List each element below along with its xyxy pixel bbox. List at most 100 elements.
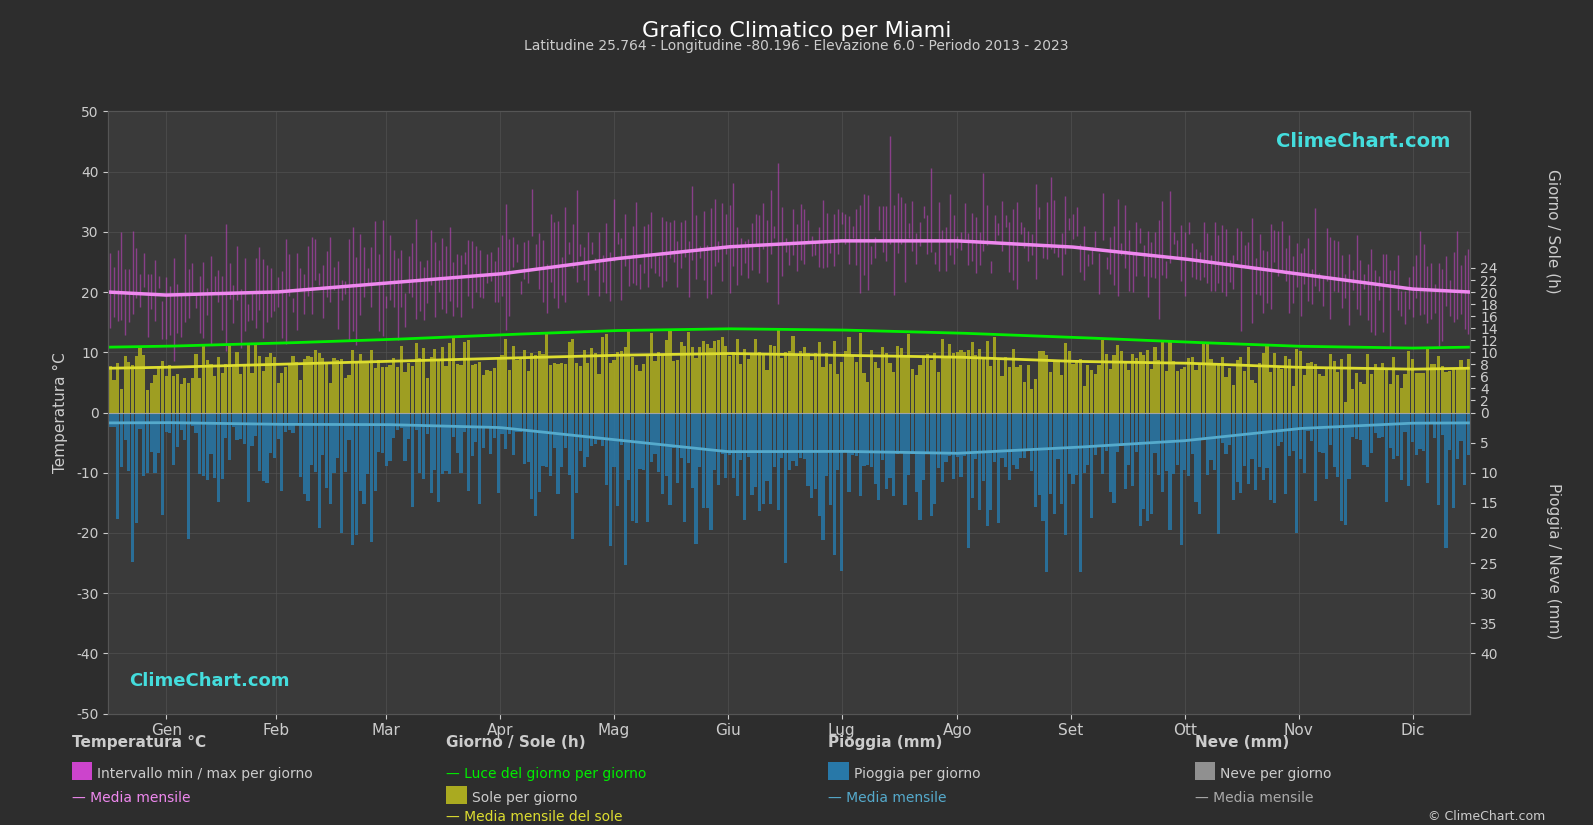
Bar xyxy=(1012,412,1015,465)
Bar xyxy=(191,412,194,426)
Bar xyxy=(350,412,354,544)
Bar xyxy=(1150,412,1153,514)
Bar xyxy=(1048,372,1051,412)
Bar xyxy=(1389,384,1392,412)
Bar xyxy=(1020,412,1023,459)
Bar xyxy=(1120,351,1123,412)
Bar xyxy=(1179,412,1182,544)
Bar xyxy=(1157,412,1160,474)
Bar xyxy=(124,412,127,440)
Bar xyxy=(1306,363,1309,412)
Bar xyxy=(1153,412,1157,453)
Bar xyxy=(703,341,706,412)
Bar xyxy=(378,412,381,452)
Bar xyxy=(186,412,190,539)
Bar xyxy=(803,412,806,459)
Bar xyxy=(1459,412,1462,441)
Bar xyxy=(358,354,362,412)
Bar xyxy=(272,412,276,458)
Bar xyxy=(970,412,973,497)
Bar xyxy=(236,351,239,412)
Bar xyxy=(486,412,489,428)
Bar xyxy=(859,333,862,412)
Bar xyxy=(1448,412,1451,450)
Bar xyxy=(1270,412,1273,500)
Bar xyxy=(1090,370,1093,412)
Bar xyxy=(183,378,186,412)
Bar xyxy=(135,356,139,412)
Bar xyxy=(119,389,123,412)
Bar xyxy=(889,363,892,412)
Bar xyxy=(911,412,914,454)
Bar xyxy=(545,412,548,467)
Bar xyxy=(1265,346,1268,412)
Bar xyxy=(653,361,656,412)
Bar xyxy=(892,371,895,412)
Bar xyxy=(236,412,239,440)
Bar xyxy=(1400,412,1403,480)
Bar xyxy=(169,365,172,412)
Bar xyxy=(1214,412,1217,470)
Bar xyxy=(900,348,903,412)
Bar xyxy=(1203,412,1206,441)
Bar xyxy=(769,345,773,412)
Bar xyxy=(164,376,167,412)
Bar xyxy=(567,412,570,475)
Bar xyxy=(172,412,175,464)
Bar xyxy=(828,412,832,505)
Bar xyxy=(1176,371,1179,412)
Bar xyxy=(191,379,194,412)
Bar xyxy=(1415,412,1418,455)
Bar xyxy=(414,343,417,412)
Bar xyxy=(1083,386,1086,412)
Bar xyxy=(903,357,906,412)
Bar xyxy=(1031,389,1034,412)
Bar xyxy=(158,367,161,412)
Bar xyxy=(452,337,456,412)
Bar xyxy=(198,412,201,474)
Bar xyxy=(941,412,945,483)
Bar xyxy=(1309,361,1313,412)
Bar xyxy=(873,412,876,484)
Bar xyxy=(739,364,742,412)
Bar xyxy=(441,347,444,412)
Bar xyxy=(1139,412,1142,526)
Bar xyxy=(964,352,967,412)
Bar xyxy=(444,412,448,471)
Bar xyxy=(358,412,362,492)
Bar xyxy=(714,341,717,412)
Bar xyxy=(1034,379,1037,412)
Bar xyxy=(817,412,820,516)
Bar xyxy=(833,341,836,412)
Bar xyxy=(892,412,895,496)
Bar xyxy=(792,412,795,460)
Bar xyxy=(280,373,284,412)
Bar xyxy=(1370,412,1373,453)
Bar xyxy=(859,412,862,496)
Bar xyxy=(605,334,609,412)
Bar xyxy=(709,347,712,412)
Bar xyxy=(609,412,612,546)
Bar xyxy=(658,412,661,473)
Bar xyxy=(150,383,153,412)
Bar xyxy=(623,347,626,412)
Bar xyxy=(386,366,389,412)
Bar xyxy=(878,368,881,412)
Bar xyxy=(1295,412,1298,533)
Bar xyxy=(497,412,500,493)
Bar xyxy=(720,337,723,412)
Bar xyxy=(597,412,601,441)
Bar xyxy=(411,366,414,412)
Bar xyxy=(784,351,787,412)
Bar xyxy=(108,412,112,427)
Bar xyxy=(811,361,814,412)
Bar xyxy=(918,412,921,520)
Bar xyxy=(1112,355,1115,412)
Bar xyxy=(758,412,761,512)
Bar xyxy=(503,339,507,412)
Bar xyxy=(389,412,392,461)
Bar xyxy=(765,412,768,481)
Bar xyxy=(1281,369,1284,412)
Bar xyxy=(825,353,828,412)
Bar xyxy=(725,346,728,412)
